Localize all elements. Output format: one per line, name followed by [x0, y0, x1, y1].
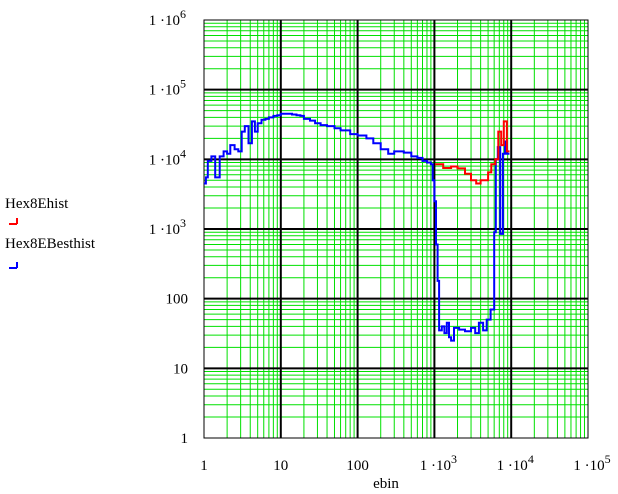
x-tick-label: 10 [273, 458, 288, 474]
x-tick-label: 1 ·105 [573, 452, 610, 474]
plot-frame [203, 19, 589, 439]
x-tick-label: 1 ·103 [420, 452, 457, 474]
y-tick-label: 1 ·106 [149, 7, 186, 29]
x-tick-label: 1 ·104 [497, 452, 534, 474]
y-tick-label: 10 [173, 361, 188, 377]
legend-entry-hex8ebesthist: Hex8EBesthist [5, 236, 95, 252]
major-grid [204, 20, 588, 438]
y-tick-label: 1 [181, 431, 189, 447]
x-axis-label: ebin [373, 476, 399, 492]
x-tick-label: 100 [346, 458, 369, 474]
x-tick-labels: 1 10 100 1 ·103 1 ·104 1 ·105 [200, 452, 610, 474]
y-tick-labels: 1 10 100 1 ·103 1 ·104 1 ·105 1 ·106 [149, 7, 188, 447]
x-tick-label: 1 [200, 458, 208, 474]
series-line-hex8ebesthist [204, 112, 510, 342]
y-tick-label: 1 ·105 [149, 77, 186, 99]
series-line-hex8ehist [435, 120, 510, 185]
series-layer [204, 112, 510, 342]
y-tick-label: 100 [166, 292, 189, 308]
y-tick-label: 1 ·103 [149, 216, 186, 238]
y-tick-label: 1 ·104 [149, 146, 186, 168]
legend-entry-hex8ehist: Hex8Ehist [5, 196, 69, 212]
